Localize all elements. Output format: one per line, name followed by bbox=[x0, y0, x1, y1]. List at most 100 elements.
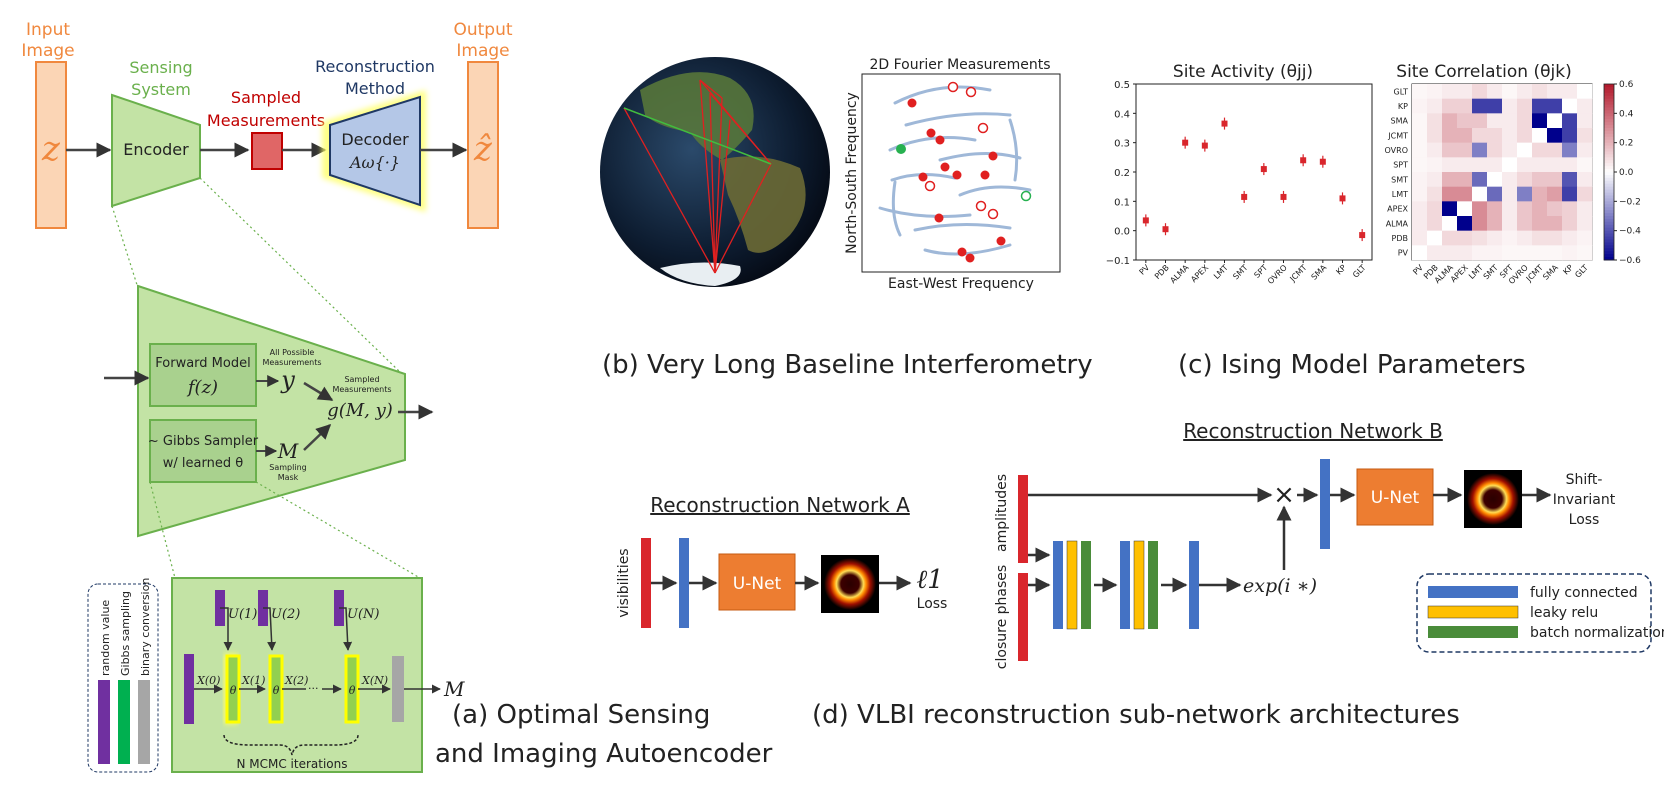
colorbar-segment bbox=[1604, 224, 1614, 229]
heatmap-cell bbox=[1577, 98, 1593, 114]
mcmc-box bbox=[171, 577, 423, 773]
heatmap-cell bbox=[1457, 172, 1473, 187]
heatmap-cell bbox=[1532, 186, 1548, 202]
heatmap-xtick-label: LMT bbox=[1467, 263, 1485, 281]
colorbar-segment bbox=[1604, 125, 1614, 129]
heatmap-cell bbox=[1427, 216, 1443, 231]
heatmap-cell bbox=[1547, 157, 1563, 173]
closure-label: closure phases bbox=[994, 565, 1010, 669]
exp-label: exp(i ∗) bbox=[1243, 575, 1317, 597]
sampling-mask-2: Mask bbox=[278, 473, 299, 482]
heatmap-cell bbox=[1427, 186, 1443, 202]
activity-y-axis: 0.5 0.4 0.3 0.2 0.1 0.0 −0.1 bbox=[1106, 80, 1136, 267]
heatmap-xtick-label: KP bbox=[1561, 263, 1575, 277]
colorbar-segment bbox=[1604, 183, 1614, 188]
colorbar-segment bbox=[1604, 166, 1614, 170]
heatmap-cell bbox=[1412, 98, 1428, 114]
times-symbol: × bbox=[1273, 480, 1295, 510]
colorbar-tick-label: 0.6 bbox=[1619, 80, 1634, 90]
heatmap-cell bbox=[1472, 128, 1488, 143]
arrow-m-g bbox=[303, 423, 332, 451]
panel-c: Site Activity (θjj) 0.5 0.4 0.3 0.2 0.1 0.0 −0… bbox=[1106, 62, 1641, 380]
colorbar-segment bbox=[1604, 233, 1614, 238]
heatmap-cell bbox=[1457, 128, 1473, 143]
forward-model-label: Forward Model bbox=[155, 356, 250, 371]
decoder-trapezoid bbox=[329, 95, 421, 207]
heatmap-cell bbox=[1472, 113, 1488, 129]
y-symbol: y bbox=[280, 366, 295, 394]
heatmap-cell bbox=[1502, 157, 1518, 173]
arrow-y-g bbox=[303, 381, 334, 402]
heatmap-xtick-label: SMA bbox=[1541, 263, 1560, 282]
input-label-2: Image bbox=[21, 41, 74, 61]
heatmap-cell bbox=[1517, 98, 1533, 114]
caption-d: (d) VLBI reconstruction sub-network arch… bbox=[812, 700, 1460, 730]
heatmap-cell bbox=[1457, 157, 1473, 173]
heatmap-ytick-label: JCMT bbox=[1387, 131, 1408, 140]
activity-title: Site Activity (θjj) bbox=[1173, 62, 1313, 82]
heatmap-xtick-label: GLT bbox=[1573, 263, 1590, 280]
colorbar-segment bbox=[1604, 95, 1614, 100]
x-label-0: X(0) bbox=[196, 674, 220, 687]
heatmap-cell bbox=[1427, 128, 1443, 143]
heatmap-cell bbox=[1532, 128, 1548, 143]
output-label-1: Output bbox=[453, 20, 512, 40]
colorbar-segment bbox=[1604, 142, 1614, 147]
legend-bn-swatch bbox=[1428, 626, 1518, 638]
activity-ytick-label: 0.5 bbox=[1114, 80, 1130, 91]
fourier-title: 2D Fourier Measurements bbox=[869, 57, 1050, 73]
l1-symbol: ℓ1 bbox=[916, 565, 943, 595]
shift-loss-3: Loss bbox=[1569, 512, 1600, 528]
heatmap-cell bbox=[1517, 128, 1533, 143]
activity-ytick-label: −0.1 bbox=[1106, 256, 1130, 267]
colorbar-segment bbox=[1604, 210, 1614, 214]
activity-point bbox=[1339, 195, 1346, 202]
g-fn: g(M, y) bbox=[327, 400, 393, 421]
activity-point bbox=[1319, 158, 1326, 165]
heatmap-cell bbox=[1517, 157, 1533, 173]
colorbar-segment bbox=[1604, 189, 1614, 194]
heatmap-cell bbox=[1487, 157, 1503, 173]
net-a-fc-bar bbox=[679, 538, 689, 628]
heatmap-cell bbox=[1412, 84, 1428, 99]
activity-point bbox=[1162, 226, 1169, 233]
heatmap-cell bbox=[1487, 113, 1503, 129]
heatmap-cell bbox=[1577, 216, 1593, 231]
amplitudes-label: amplitudes bbox=[994, 474, 1010, 552]
heatmap-cell bbox=[1577, 128, 1593, 143]
colorbar-tick-label: −0.6 bbox=[1619, 256, 1641, 266]
decoder-label: Decoder bbox=[341, 130, 409, 149]
colorbar-segment bbox=[1604, 180, 1614, 185]
heatmap-cell bbox=[1472, 157, 1488, 173]
activity-ytick-label: 0.4 bbox=[1114, 109, 1130, 120]
heatmap-cell bbox=[1412, 157, 1428, 173]
heatmap-cell bbox=[1412, 201, 1428, 217]
forward-model-box bbox=[149, 343, 257, 407]
net-a-input-bar bbox=[641, 538, 651, 628]
heatmap-cell bbox=[1472, 216, 1488, 231]
input-symbol: z bbox=[41, 129, 61, 169]
zoom-line-3 bbox=[149, 481, 176, 579]
heatmap-cell bbox=[1517, 186, 1533, 202]
input-label-1: Input bbox=[26, 20, 70, 40]
net-a-unet-label: U-Net bbox=[733, 574, 782, 594]
heatmap-cell bbox=[1532, 113, 1548, 129]
heatmap-cell bbox=[1487, 84, 1503, 99]
activity-point bbox=[1300, 157, 1307, 164]
heatmap-cell bbox=[1562, 230, 1578, 246]
activity-xtick-label: LMT bbox=[1212, 263, 1230, 281]
heatmap-cell bbox=[1412, 113, 1428, 129]
heatmap-cell bbox=[1532, 157, 1548, 173]
heatmap-cell bbox=[1472, 230, 1488, 246]
earth-land-south-america bbox=[720, 156, 806, 253]
heatmap-cell bbox=[1412, 142, 1428, 158]
heatmap-cell bbox=[1487, 230, 1503, 246]
heatmap-cell bbox=[1502, 245, 1518, 261]
arrow-un bbox=[339, 607, 353, 651]
activity-xtick-label: PV bbox=[1138, 263, 1152, 277]
zoom-line-1 bbox=[111, 205, 139, 289]
sensing-label-1: Sensing bbox=[129, 58, 192, 77]
heatmap-cell bbox=[1442, 84, 1458, 99]
colorbar-tick-label: 0.4 bbox=[1619, 109, 1634, 119]
heatmap-cell bbox=[1502, 84, 1518, 99]
